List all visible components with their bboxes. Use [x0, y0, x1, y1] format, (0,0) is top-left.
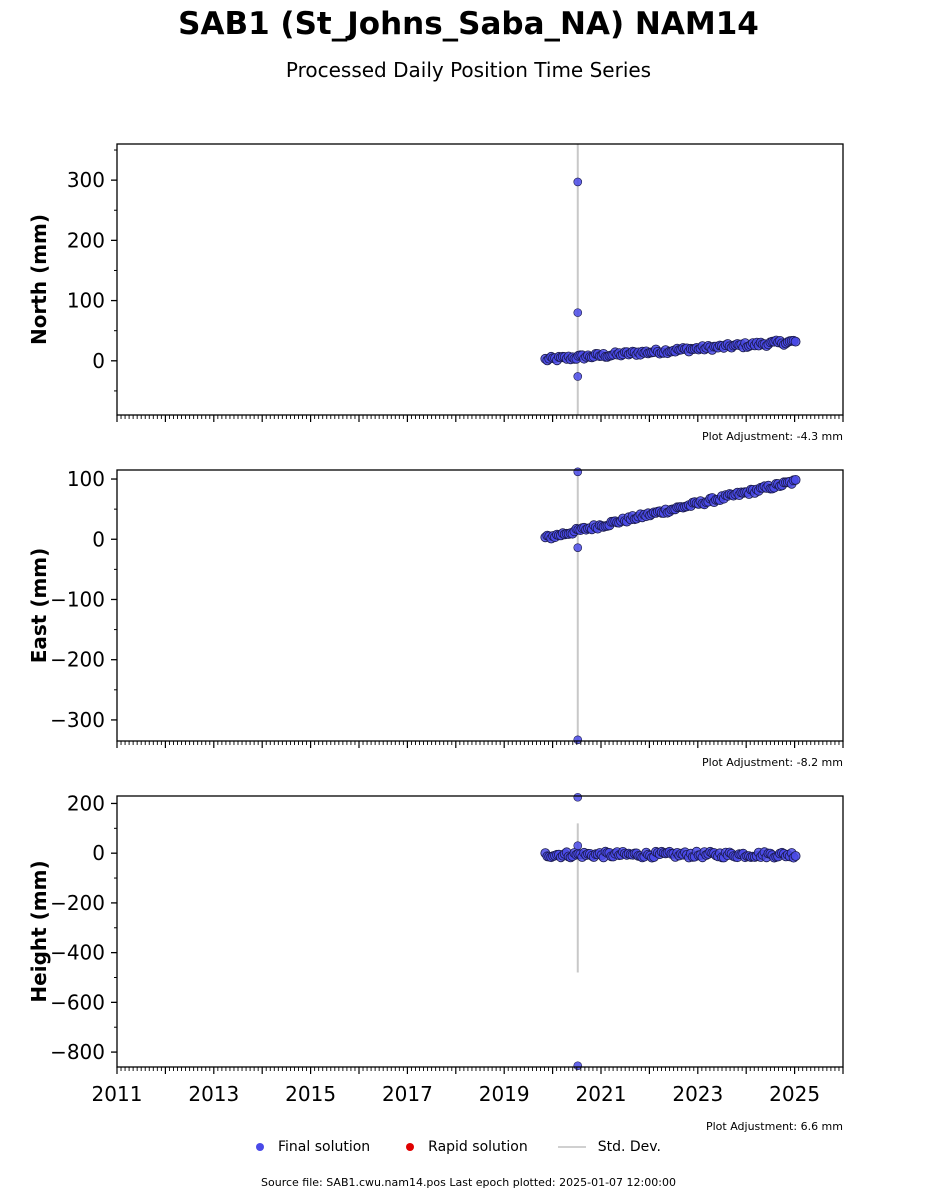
y-tick-label: 0	[92, 841, 105, 865]
y-tick-label: −400	[50, 941, 105, 965]
y-tick-label: 300	[67, 168, 105, 192]
y-axis-label: East (mm)	[27, 548, 51, 664]
x-tick-label: 2023	[672, 1082, 723, 1106]
y-tick-label: −300	[50, 708, 105, 732]
legend-stddev: Std. Dev.	[557, 1139, 661, 1155]
stddev-line-icon	[557, 1146, 586, 1148]
y-tick-label: −600	[50, 990, 105, 1014]
axes-frame	[116, 469, 844, 742]
data-point	[790, 336, 801, 347]
x-tick-label: 2019	[479, 1082, 530, 1106]
outlier-point	[573, 467, 583, 477]
y-tick-label: 200	[67, 228, 105, 252]
legend-rapid-label: Rapid solution	[428, 1139, 528, 1155]
axes-frame	[116, 795, 844, 1068]
axes-frame	[116, 143, 844, 416]
legend: Final solution Rapid solution Std. Dev.	[250, 1136, 691, 1158]
plot-adjustment: Plot Adjustment: 6.6 mm	[706, 1120, 843, 1133]
x-tick-label: 2013	[188, 1082, 239, 1106]
y-tick-label: 0	[92, 349, 105, 373]
outlier-point	[573, 177, 583, 187]
x-tick-label: 2025	[769, 1082, 820, 1106]
y-tick-label: −200	[50, 648, 105, 672]
y-tick-label: 200	[67, 791, 105, 815]
plot-adjustment: Plot Adjustment: -8.2 mm	[702, 756, 843, 769]
outlier-point	[573, 792, 583, 802]
outlier-point	[573, 841, 583, 851]
chart-title: SAB1 (St_Johns_Saba_NA) NAM14	[178, 6, 759, 42]
x-tick-label: 2011	[92, 1082, 143, 1106]
legend-rapid: Rapid solution	[400, 1139, 528, 1155]
y-tick-label: −800	[50, 1040, 105, 1064]
plot-adjustment: Plot Adjustment: -4.3 mm	[702, 430, 843, 443]
x-tick-label: 2017	[382, 1082, 433, 1106]
outlier-point	[573, 1061, 583, 1071]
rapid-marker-icon	[406, 1143, 415, 1151]
y-axis-label: Height (mm)	[27, 860, 51, 1002]
y-tick-label: 100	[67, 467, 105, 491]
y-axis-label: North (mm)	[27, 214, 51, 345]
chart-subtitle: Processed Daily Position Time Series	[285, 58, 652, 82]
source-footer: Source file: SAB1.cwu.nam14.pos Last epo…	[261, 1176, 676, 1189]
legend-final-label: Final solution	[278, 1139, 371, 1155]
y-tick-label: 0	[92, 527, 105, 551]
final-marker-icon	[256, 1143, 264, 1151]
data-point	[790, 474, 801, 485]
outlier-point	[573, 308, 583, 317]
y-tick-label: −100	[50, 587, 105, 611]
data-point	[790, 851, 801, 861]
y-tick-label: −200	[50, 891, 105, 915]
x-tick-label: 2015	[285, 1082, 336, 1106]
legend-stddev-label: Std. Dev.	[597, 1139, 661, 1155]
y-tick-label: 100	[67, 289, 105, 313]
outlier-point	[573, 543, 583, 552]
outlier-point	[573, 372, 583, 381]
legend-final: Final solution	[250, 1139, 370, 1155]
x-tick-label: 2021	[576, 1082, 627, 1106]
outlier-point	[573, 735, 583, 745]
